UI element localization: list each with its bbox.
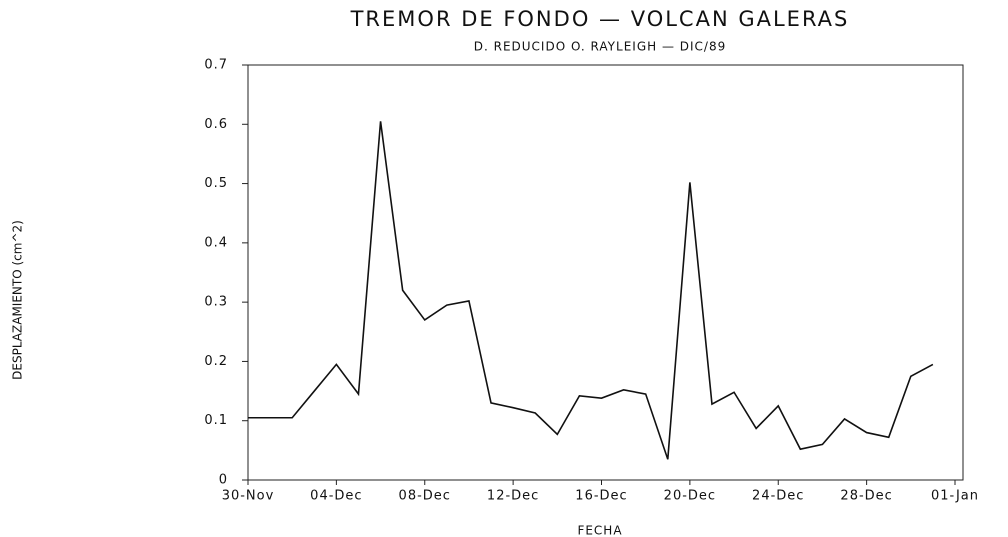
x-axis-label: FECHA — [577, 524, 622, 537]
y-tick-label: 0.5 — [204, 176, 228, 191]
chart-title: TREMOR DE FONDO — VOLCAN GALERAS — [350, 7, 850, 31]
chart-subtitle: D. REDUCIDO O. RAYLEIGH — DIC/89 — [474, 40, 727, 54]
data-line — [248, 121, 934, 460]
x-tick-label: 24-Dec — [752, 489, 804, 504]
y-tick-label: 0.2 — [204, 354, 228, 369]
x-tick-label: 20-Dec — [664, 489, 716, 504]
y-tick-label: 0 — [219, 473, 228, 488]
x-tick-label: 12-Dec — [487, 489, 539, 504]
x-tick-label: 04-Dec — [310, 489, 362, 504]
y-axis-label: DESPLAZAMIENTO (cm^2) — [11, 220, 25, 380]
x-tick-label: 28-Dec — [840, 489, 892, 504]
y-tick-label: 0.4 — [204, 235, 228, 250]
x-tick-label: 16-Dec — [575, 489, 627, 504]
y-tick-label: 0.1 — [204, 413, 228, 428]
plot-frame — [247, 64, 964, 481]
x-tick-label: 01-Jan — [931, 489, 979, 504]
y-tick-label: 0.7 — [204, 58, 228, 73]
x-tick-label: 08-Dec — [399, 489, 451, 504]
y-tick-label: 0.6 — [204, 117, 228, 132]
y-tick-label: 0.3 — [204, 295, 228, 310]
x-tick-label: 30-Nov — [222, 489, 275, 504]
